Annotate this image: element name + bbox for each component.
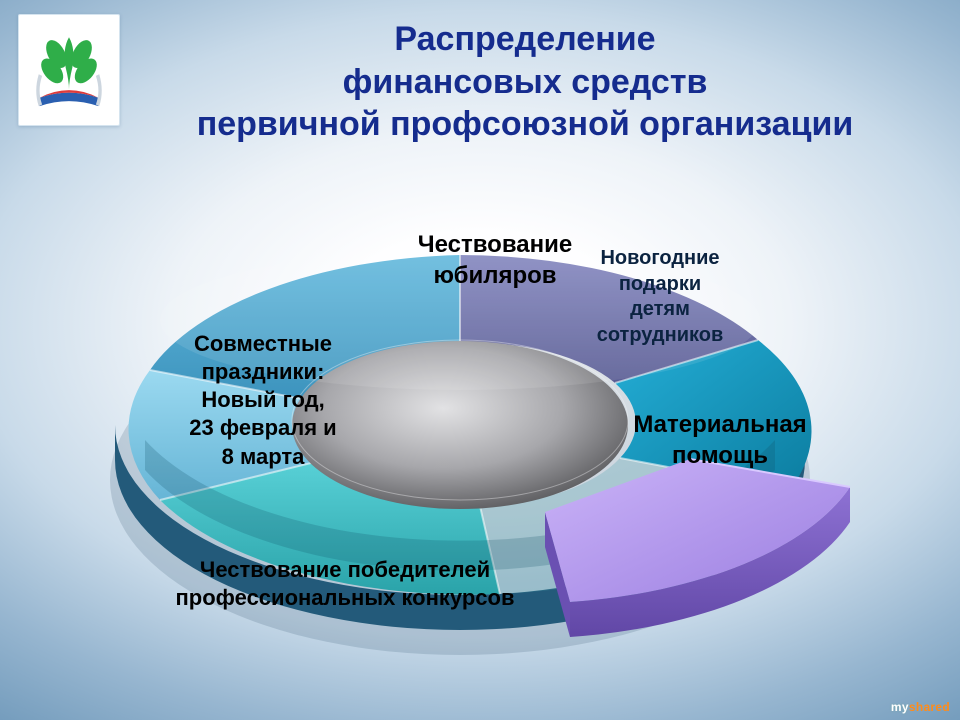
watermark-shared: shared	[909, 700, 950, 714]
label-aid: Материальнаяпомощь	[590, 410, 850, 471]
title-line: Распределение	[120, 18, 930, 61]
page-title: Распределение финансовых средств первичн…	[120, 18, 930, 146]
watermark: myshared	[891, 700, 950, 714]
org-logo	[18, 14, 120, 126]
title-line: первичной профсоюзной организации	[120, 103, 930, 146]
label-gifts: Новогодниеподаркидетямсотрудников	[560, 246, 760, 348]
label-winners: Чествование победителейпрофессиональных …	[130, 556, 560, 612]
watermark-my: my	[891, 700, 909, 714]
title-line: финансовых средств	[120, 61, 930, 104]
label-holidays: Совместныепраздники:Новый год,23 февраля…	[148, 330, 378, 471]
